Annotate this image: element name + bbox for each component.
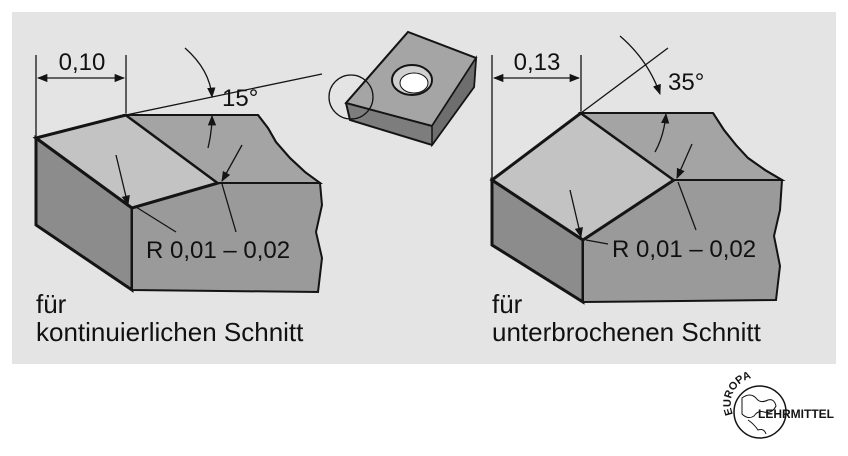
detail-circle xyxy=(328,74,374,120)
right-width-label: 0,13 xyxy=(514,49,561,76)
right-caption-line2: unterbrochenen Schnitt xyxy=(492,317,761,347)
right-angle-label: 35° xyxy=(668,69,704,96)
left-angle-label: 15° xyxy=(222,85,258,112)
right-insert-drawing: 0,13 35° R 0,01 – 0,02 xyxy=(489,35,786,305)
left-caption-line2: kontinuierlichen Schnitt xyxy=(36,317,304,347)
left-radius-label: R 0,01 – 0,02 xyxy=(146,237,290,264)
left-width-label: 0,10 xyxy=(59,49,106,76)
right-caption-line1: für xyxy=(492,289,523,319)
center-insert-drawing xyxy=(328,30,478,148)
left-caption-line1: für xyxy=(36,289,67,319)
right-radius-label: R 0,01 – 0,02 xyxy=(612,236,756,263)
europa-lehrmittel-logo: EUROPA LEHRMITTEL xyxy=(722,369,834,439)
logo-side-text: LEHRMITTEL xyxy=(758,407,834,421)
left-insert-drawing: 0,10 15° R 0,01 – 0,02 xyxy=(32,47,324,294)
